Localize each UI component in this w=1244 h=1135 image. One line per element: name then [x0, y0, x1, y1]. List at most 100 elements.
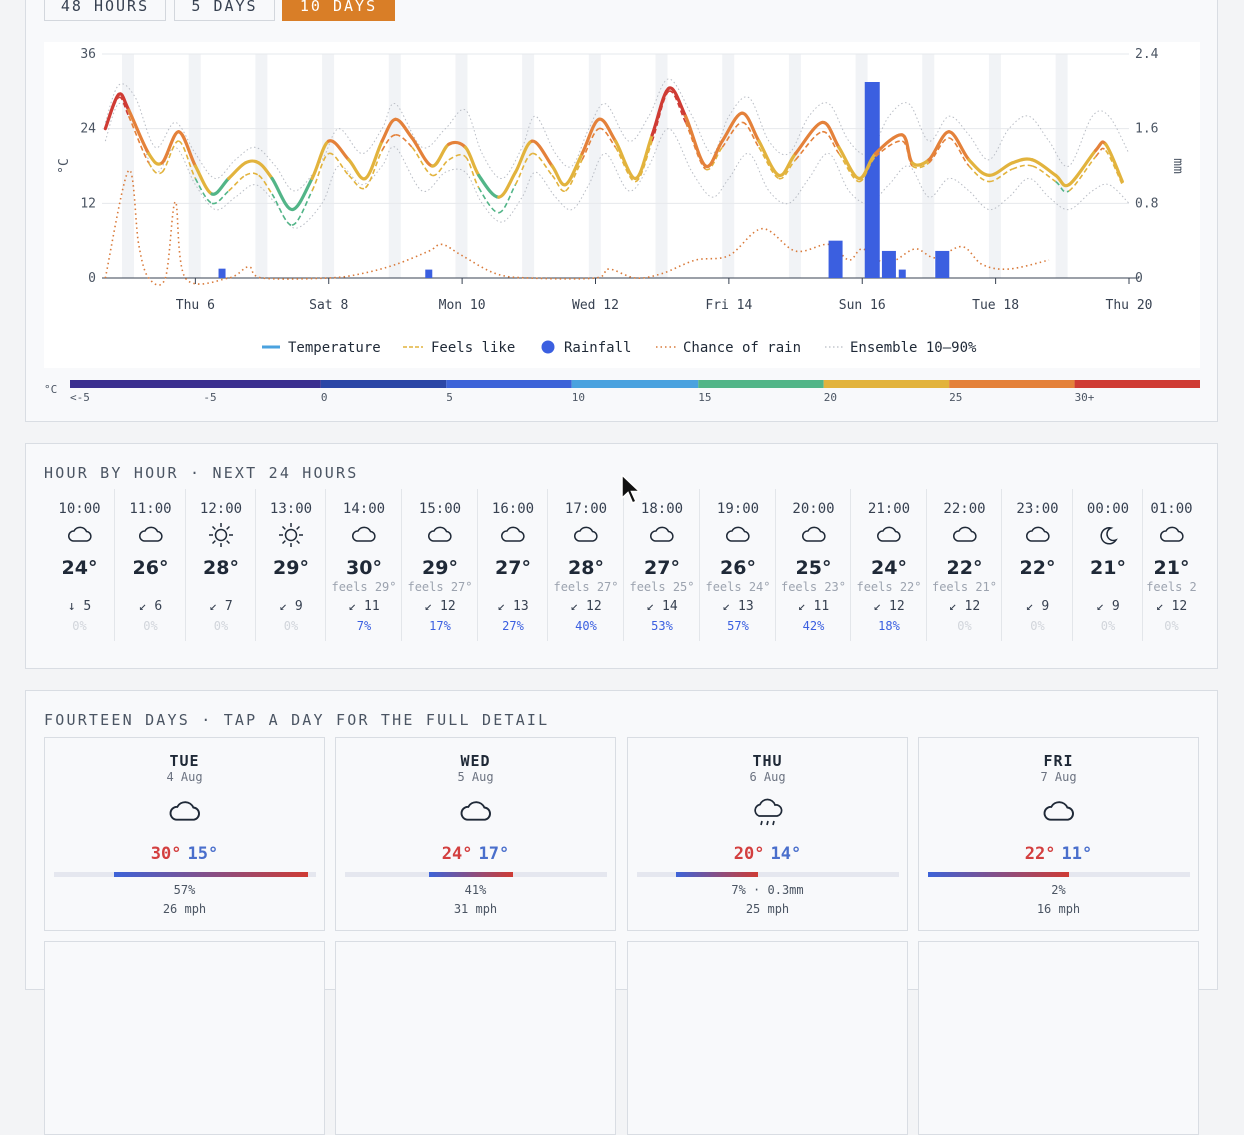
feels-like-segment [395, 134, 413, 148]
feels-like-segment [564, 159, 583, 192]
hour-item-1600[interactable]: 16:00 27° ↙ 13 27% [478, 489, 548, 641]
cloud-icon [1024, 521, 1052, 549]
hour-item-2300[interactable]: 23:00 22° ↙ 9 0% [1002, 489, 1073, 641]
day-temperatures: 22° 11° [919, 844, 1198, 864]
temperature-segment [793, 120, 824, 156]
day-date: 6 Aug [749, 770, 786, 784]
day-temperature-range-bar [637, 872, 899, 877]
scale-tick-label: 25 [949, 391, 962, 404]
cloud-icon [1041, 794, 1077, 830]
range-5-days-button[interactable]: 5 DAYS [174, 0, 275, 21]
scale-tick-label: 0 [321, 391, 328, 404]
cloud-icon [648, 521, 676, 549]
night-band [122, 54, 135, 278]
wind-direction-icon: ↙ [348, 599, 357, 614]
temperature-segment [580, 117, 601, 156]
day-precipitation: 7% · 0.3mm [731, 883, 804, 897]
hour-wind-speed: 11 [364, 599, 380, 614]
hour-item-1200[interactable]: 12:00 28° ↙ 7 0% [186, 489, 256, 641]
feels-like-segment [1055, 180, 1070, 193]
wind-direction-icon: ↙ [1025, 599, 1034, 614]
hour-item-0000[interactable]: 00:00 21° ↙ 9 0% [1073, 489, 1143, 641]
mouse-cursor-icon [621, 474, 642, 504]
feels-like-segment [161, 140, 179, 173]
hour-time: 17:00 [564, 501, 608, 517]
hour-item-1900[interactable]: 19:00 26° feels 24° ↙ 13 57% [700, 489, 776, 641]
night-band [855, 54, 868, 278]
night-band [588, 54, 601, 278]
hour-feels-like: feels 25° [629, 580, 695, 594]
hour-wind-speed: 7 [224, 599, 233, 614]
sun-icon [277, 521, 305, 549]
hour-wind-speed: 12 [1171, 599, 1188, 614]
chart-canvas: 0 12 24 36 0 0.8 1.6 2.4 °C mm Thu 6 Sat 8 Mon 10 Wed… [57, 47, 1185, 356]
hour-item-1300[interactable]: 13:00 29° ↙ 9 0% [256, 489, 326, 641]
hour-item-1100[interactable]: 11:00 26° ↙ 6 0% [115, 489, 186, 641]
hour-temperature: 26° [720, 557, 756, 579]
hour-rain-chance: 0% [957, 619, 972, 633]
day-card-fri[interactable]: FRI 7 Aug 22° 11° 2% 16 mph [918, 737, 1199, 931]
feels-like-segment [1032, 165, 1057, 183]
hour-divider [1001, 489, 1002, 641]
hour-divider [775, 489, 776, 641]
day-precipitation: 57% [173, 883, 196, 897]
temperature-segment [597, 117, 618, 143]
temperature-segment [947, 130, 971, 162]
hour-item-1500[interactable]: 15:00 29° feels 27° ↙ 12 17% [402, 489, 478, 641]
hour-item-2100[interactable]: 21:00 24° feels 22° ↙ 12 18% [851, 489, 927, 641]
wind-direction-icon: ↙ [873, 599, 882, 614]
hour-item-1000[interactable]: 10:00 24° ↓ 5 0% [44, 489, 115, 641]
temperature-segment [720, 111, 744, 143]
hour-wind-speed: 12 [964, 599, 981, 614]
cloud-icon [875, 521, 903, 549]
hour-wind: ↙ 12 [548, 599, 624, 614]
moon-icon [1094, 521, 1122, 549]
hour-item-1400[interactable]: 14:00 30° feels 29° ↙ 11 7% [326, 489, 402, 641]
scale-tick-label: -5 [203, 391, 216, 404]
day-card-tue[interactable]: TUE 4 Aug 30° 15° 57% 26 mph [44, 737, 325, 931]
temperature-segment [410, 136, 434, 168]
day-card-thu[interactable]: THU 6 Aug 20° 14° 7% · 0.3mm 25 mph [627, 737, 908, 931]
day-card-next-row[interactable] [44, 941, 325, 1135]
hour-rain-chance: 40% [575, 619, 597, 633]
feels-like-segment [684, 122, 707, 170]
temperature-segment [210, 176, 231, 196]
range-10-days-button[interactable]: 10 DAYS [282, 0, 395, 21]
hour-item-0100[interactable]: 01:00 21° feels 2 ↙ 12 0% [1143, 489, 1200, 641]
hour-divider [1142, 489, 1143, 641]
cloud-icon [426, 521, 454, 549]
hour-temperature: 22° [946, 557, 983, 579]
feels-like-segment [1095, 147, 1107, 158]
feels-like-segment [348, 174, 366, 190]
day-card-next-row[interactable] [335, 941, 616, 1135]
day-temperature-range-fill [428, 872, 513, 877]
forecast-chart-panel: 48 HOURS 5 DAYS 10 DAYS 0 12 24 36 0 0.8 1.6 2.… [25, 0, 1218, 422]
hour-item-2200[interactable]: 22:00 22° feels 21° ↙ 12 0% [927, 489, 1002, 641]
day-name: FRI [1043, 752, 1074, 770]
hour-item-1700[interactable]: 17:00 28° feels 27° ↙ 12 40% [548, 489, 624, 641]
rainfall-bar [828, 240, 843, 278]
hour-time: 10:00 [58, 501, 101, 517]
day-card-wed[interactable]: WED 5 Aug 24° 17° 41% 31 mph [335, 737, 616, 931]
hour-item-2000[interactable]: 20:00 25° feels 23° ↙ 11 42% [776, 489, 851, 641]
y-left-axis-title: °C [57, 158, 72, 174]
x-tick-label: Wed 12 [572, 298, 619, 313]
feels-like-segment [258, 174, 273, 195]
hour-divider [1072, 489, 1073, 641]
range-48-hours-button[interactable]: 48 HOURS [44, 0, 166, 21]
hour-time: 19:00 [716, 501, 760, 517]
legend-label: Feels like [431, 340, 515, 356]
temperature-segment [550, 164, 568, 187]
feels-like-segment [1068, 156, 1097, 192]
scale-tick-label: 10 [572, 391, 585, 404]
hour-item-1800[interactable]: 18:00 27° feels 25° ↙ 14 53% [624, 489, 700, 641]
hour-divider [477, 489, 478, 641]
y-right-tick-label: 1.6 [1135, 122, 1158, 137]
cloud-icon [458, 794, 494, 830]
day-card-next-row[interactable] [918, 941, 1199, 1135]
hour-time: 15:00 [418, 501, 462, 517]
feels-like-segment [328, 152, 350, 176]
day-card-next-row[interactable] [627, 941, 908, 1135]
hour-divider [623, 489, 624, 641]
temperature-chart[interactable]: 0 12 24 36 0 0.8 1.6 2.4 °C mm Thu 6 Sat 8 Mon 10 Wed… [44, 42, 1200, 368]
